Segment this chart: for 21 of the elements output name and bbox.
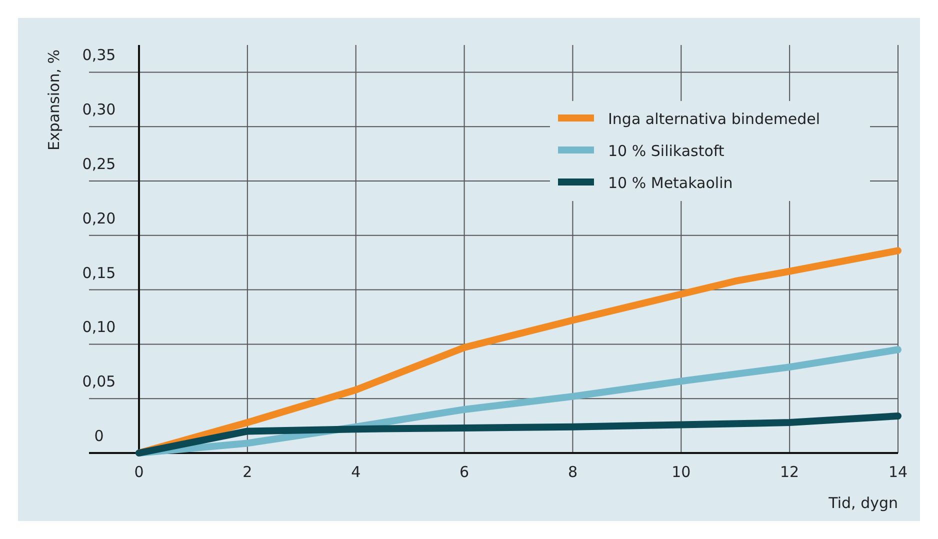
y-tick-label: 0,20 xyxy=(82,209,116,228)
legend-label: 10 % Metakaolin xyxy=(608,174,733,192)
y-tick-label: 0,35 xyxy=(82,46,116,64)
y-tick-label: 0 xyxy=(94,427,104,445)
y-axis-title: Expansion, % xyxy=(45,49,63,151)
y-tick-label: 0,10 xyxy=(82,318,116,336)
y-tick-label: 0,25 xyxy=(82,155,116,173)
x-tick-label: 6 xyxy=(460,463,470,481)
x-tick-label: 10 xyxy=(672,463,691,481)
legend-label: Inga alternativa bindemedel xyxy=(608,110,820,128)
x-tick-label: 0 xyxy=(134,463,144,481)
y-tick-label: 0,15 xyxy=(82,264,116,282)
x-tick-label: 12 xyxy=(780,463,800,481)
y-tick-label: 0,30 xyxy=(82,100,116,119)
x-tick-label: 14 xyxy=(888,463,908,481)
x-tick-label: 4 xyxy=(351,463,361,481)
x-axis-title: Tid, dygn xyxy=(828,494,898,512)
x-tick-label: 8 xyxy=(568,463,578,481)
x-tick-label: 2 xyxy=(242,463,252,481)
y-tick-label: 0,05 xyxy=(82,372,116,391)
legend-label: 10 % Silikastoft xyxy=(608,142,724,160)
